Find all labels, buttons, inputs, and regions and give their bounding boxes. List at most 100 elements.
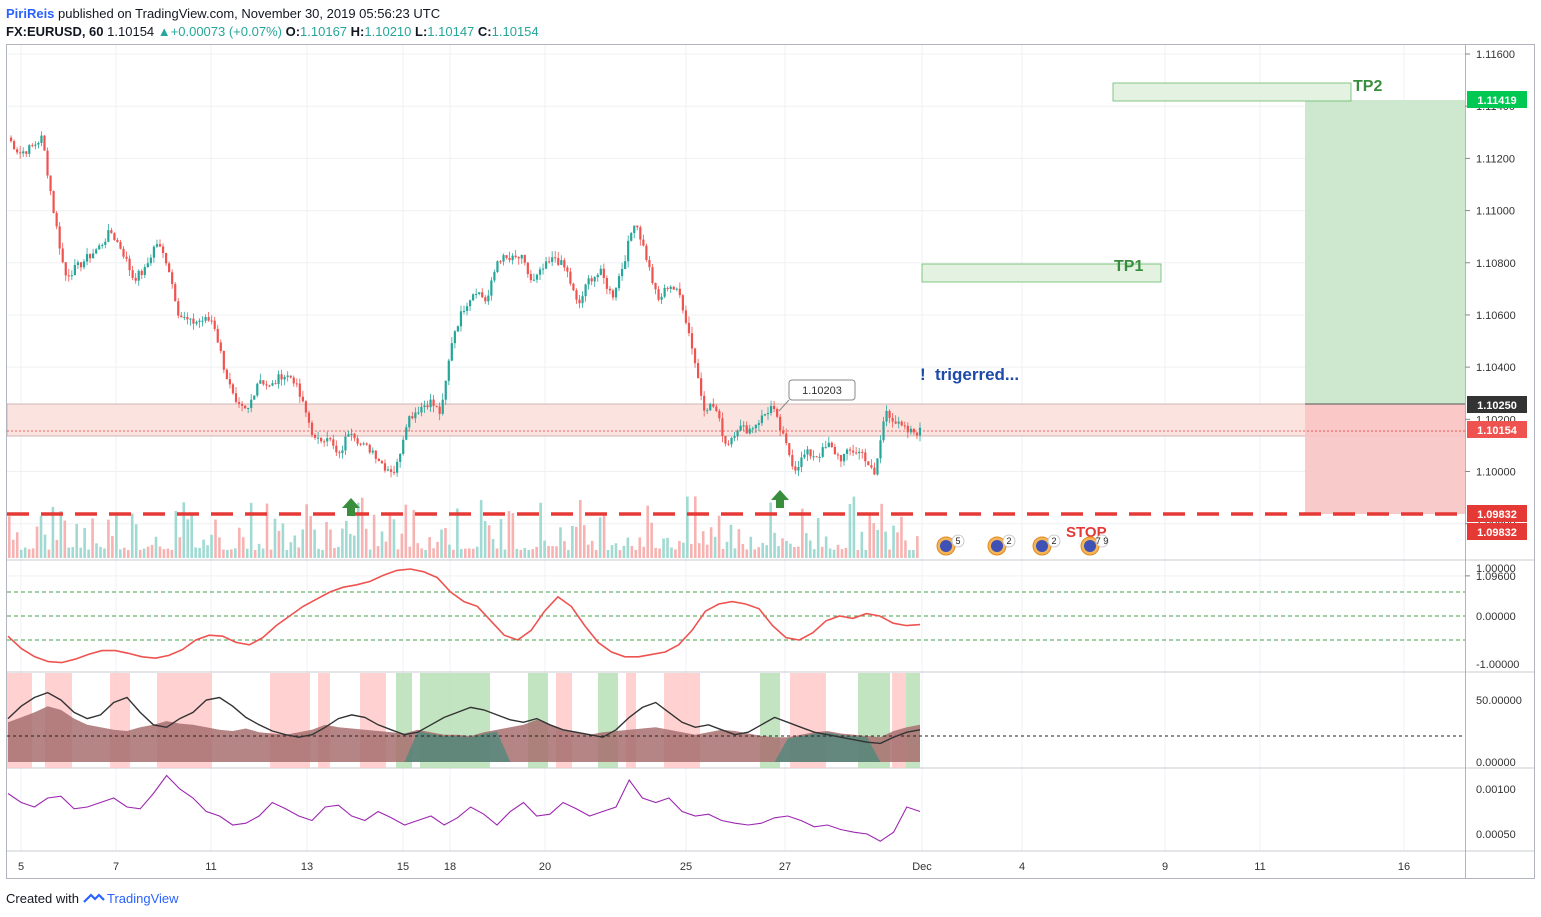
candle-body	[247, 407, 250, 409]
badge-count: 7 9	[1096, 536, 1109, 546]
candle-body	[830, 442, 833, 447]
author-link[interactable]: PiriReis	[6, 6, 55, 21]
candle-body	[468, 300, 472, 307]
volume-bar	[8, 516, 11, 558]
price-axis[interactable]: 1.116001.114001.112001.110001.108001.106…	[1465, 49, 1522, 841]
tradingview-link[interactable]: TradingView	[106, 891, 179, 906]
volume-bar	[265, 503, 269, 558]
candle-body	[219, 342, 222, 351]
volatility-line	[7, 774, 921, 842]
candle-body	[377, 458, 380, 461]
candle-body	[742, 425, 745, 427]
time-axis[interactable]: 5 7 11 13 15 18 20 25 27 Dec 4 9 11 16	[18, 861, 1410, 873]
volume-bar	[499, 519, 503, 558]
volume-bar	[95, 543, 98, 558]
x-tick-label: 5	[18, 861, 24, 873]
volume-bar	[214, 519, 217, 558]
oscillator-pane	[7, 568, 1465, 664]
candle-body	[700, 378, 703, 396]
volume-bar	[753, 549, 757, 558]
candle-body	[578, 299, 581, 304]
volume-bar	[55, 539, 59, 558]
symbol-legend: FX:EURUSD, 60 1.10154 ▲+0.00073 (+0.07%)…	[6, 24, 539, 39]
candle-body	[116, 239, 119, 242]
volume-bar	[190, 513, 193, 558]
candle-body	[827, 442, 830, 448]
candle-body	[663, 287, 666, 297]
candle-body	[776, 408, 779, 417]
candle-body	[326, 438, 329, 442]
candle-body	[818, 456, 821, 458]
candle-body	[125, 256, 128, 259]
candle-body	[216, 328, 219, 343]
candle-body	[456, 326, 460, 332]
candle-body	[408, 416, 411, 428]
volume-bar	[551, 546, 554, 558]
candlestick-series	[9, 131, 922, 478]
candle-body	[92, 253, 95, 259]
candle-body	[791, 455, 794, 467]
candle-body	[633, 225, 636, 234]
candle-body	[727, 443, 730, 445]
x-tick-label: 16	[1398, 861, 1410, 873]
volume-bar	[23, 547, 27, 558]
volume-bar	[856, 549, 860, 558]
volume-bar	[880, 503, 883, 558]
candle-body	[280, 374, 283, 380]
candle-body	[584, 284, 587, 297]
candle-body	[873, 467, 876, 475]
candle-body	[703, 395, 706, 411]
candle-body	[149, 257, 152, 264]
candle-body	[210, 320, 213, 322]
candle-body	[31, 145, 34, 147]
volume-bar	[432, 548, 435, 558]
candle-body	[763, 414, 767, 416]
candle-body	[821, 447, 824, 457]
change-value: +0.00073 (+0.07%)	[170, 24, 282, 39]
candle-body	[523, 255, 526, 263]
volume-bar	[408, 546, 412, 558]
volume-bar	[166, 548, 170, 558]
volume-bar	[701, 531, 705, 558]
volume-bar	[440, 529, 443, 558]
badge-count-bubble	[1095, 534, 1109, 548]
low-value: 1.10147	[427, 24, 475, 39]
volume-bar	[773, 532, 776, 558]
candle-body	[9, 137, 13, 142]
flag-icon	[940, 540, 952, 552]
volume-bar	[396, 549, 400, 558]
volume-bar	[686, 496, 689, 558]
callout-price: 1.10203	[802, 385, 842, 397]
candle-body	[620, 268, 624, 277]
candle-body	[718, 410, 721, 419]
candle-body	[101, 244, 104, 246]
candle-body	[739, 425, 742, 431]
candle-body	[915, 432, 919, 436]
candle-body	[678, 288, 681, 296]
volume-bar	[515, 548, 519, 558]
volume-bar	[142, 548, 146, 558]
badge-count-bubble	[1002, 534, 1016, 548]
candle-body	[909, 428, 912, 433]
footer: Created with TradingView	[6, 891, 179, 906]
volume-bar	[594, 549, 598, 558]
volume-bar	[812, 549, 816, 558]
candle-body	[508, 257, 511, 261]
candle-body	[49, 175, 52, 192]
volume-bar	[543, 540, 546, 558]
volume-bar	[900, 516, 903, 558]
volume-bar	[43, 534, 47, 558]
volume-bar	[741, 543, 745, 558]
candle-body	[313, 434, 317, 438]
candle-body	[335, 445, 338, 453]
candle-body	[630, 233, 633, 241]
arrow-up-icon	[771, 490, 789, 508]
candle-body	[43, 135, 46, 151]
candle-body	[906, 425, 909, 433]
candle-body	[453, 331, 456, 344]
candle-body	[505, 255, 508, 258]
volume-bar	[356, 502, 360, 558]
y-tick-label: 1.10400	[1476, 362, 1516, 374]
candle-body	[64, 262, 67, 276]
